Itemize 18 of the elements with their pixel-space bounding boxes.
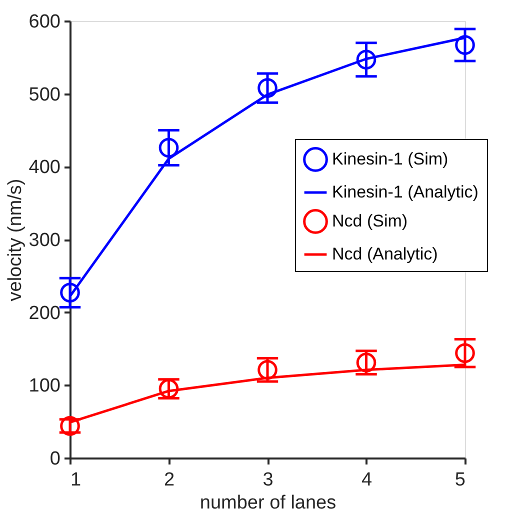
y-tick-label: 200 <box>28 302 60 324</box>
legend-label: Ncd (Sim) <box>332 211 408 230</box>
legend-label: Ncd (Analytic) <box>332 244 438 264</box>
y-tick-label: 0 <box>50 448 60 470</box>
y-axis-title: velocity (nm/s) <box>4 178 26 302</box>
y-tick-label: 600 <box>28 12 60 32</box>
x-tick-label: 1 <box>70 470 82 490</box>
y-tick-label: 400 <box>28 157 60 178</box>
y-tick-label: 100 <box>28 376 60 397</box>
y-tick-label: 300 <box>28 230 60 251</box>
x-axis-title: number of lanes <box>200 492 336 514</box>
x-tick-label: 5 <box>454 470 466 490</box>
legend-label: Kinesin-1 (Analytic) <box>332 182 478 202</box>
y-tick-label: 500 <box>28 84 60 106</box>
x-tick-label: 4 <box>361 470 372 490</box>
x-tick-label: 2 <box>164 470 175 490</box>
legend-label: Kinesin-1 (Sim) <box>332 149 448 168</box>
x-tick-label: 3 <box>262 470 274 490</box>
